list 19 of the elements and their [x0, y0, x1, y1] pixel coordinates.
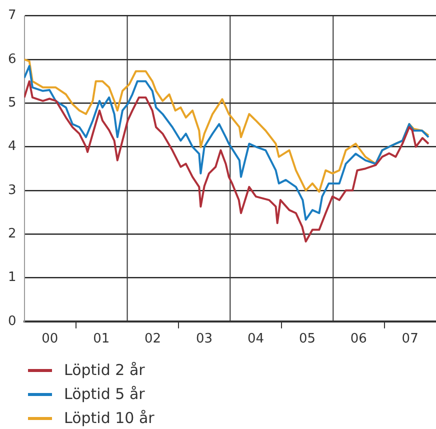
legend-label: Löptid 10 år [64, 409, 154, 427]
x-tick-label: 05 [298, 332, 316, 347]
y-tick-label: 4 [8, 139, 16, 154]
x-tick-label: 02 [144, 332, 162, 347]
y-tick-label: 0 [8, 314, 16, 329]
legend-label: Löptid 5 år [64, 385, 145, 403]
x-tick-label: 00 [42, 332, 58, 347]
y-tick-label: 5 [8, 95, 16, 110]
y-tick-label: 6 [8, 52, 16, 67]
y-tick-label: 7 [8, 8, 16, 24]
y-tick-label: 3 [8, 182, 16, 198]
x-tick-label: 01 [93, 332, 110, 347]
x-tick-label: 03 [196, 332, 212, 347]
legend-label: Löptid 2 år [64, 361, 145, 379]
y-tick-label: 1 [8, 270, 16, 286]
x-tick-label: 07 [402, 332, 418, 347]
x-tick-label: 04 [248, 332, 264, 347]
x-tick-label: 06 [350, 332, 367, 347]
y-tick-label: 2 [8, 226, 16, 242]
